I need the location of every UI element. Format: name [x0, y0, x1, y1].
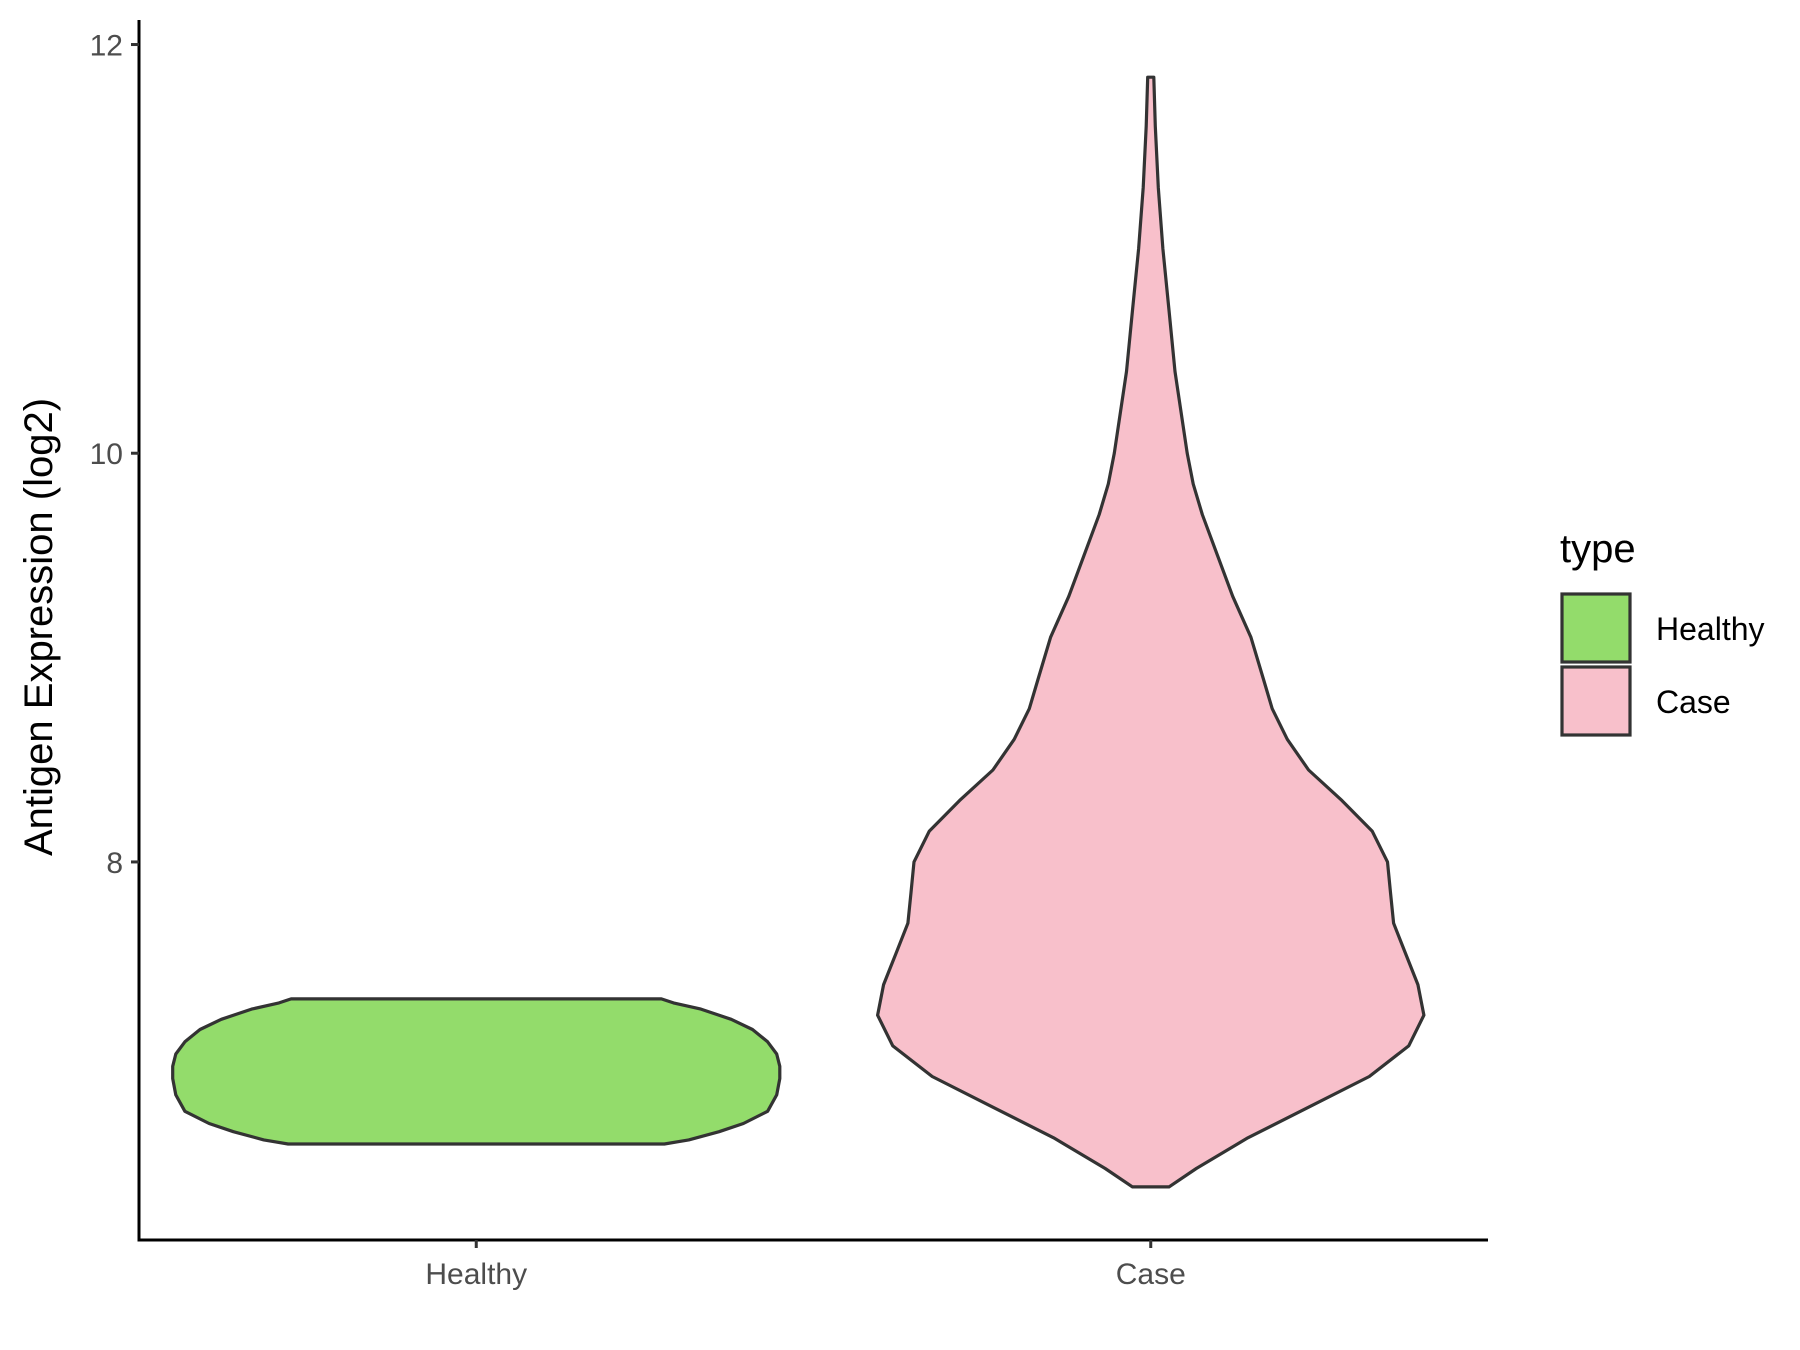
legend-swatch-healthy	[1560, 592, 1632, 664]
violin-layer	[171, 75, 1426, 1189]
violin-case	[876, 75, 1426, 1189]
legend: type Healthy Case	[1560, 527, 1765, 737]
legend-label-healthy: Healthy	[1656, 611, 1765, 647]
axes: 8 10 12 Healthy Case	[90, 20, 1488, 1291]
violin-healthy	[171, 997, 782, 1146]
y-tick-label: 8	[106, 847, 123, 880]
x-tick-label: Case	[1116, 1258, 1186, 1291]
legend-label-case: Case	[1656, 684, 1731, 720]
legend-title: type	[1560, 527, 1636, 571]
y-tick-label: 12	[90, 30, 123, 63]
x-tick-label: Healthy	[425, 1258, 527, 1291]
y-tick-label: 10	[90, 438, 123, 471]
y-axis-title: Antigen Expression (log2)	[17, 398, 61, 856]
legend-swatch-case	[1560, 665, 1632, 737]
